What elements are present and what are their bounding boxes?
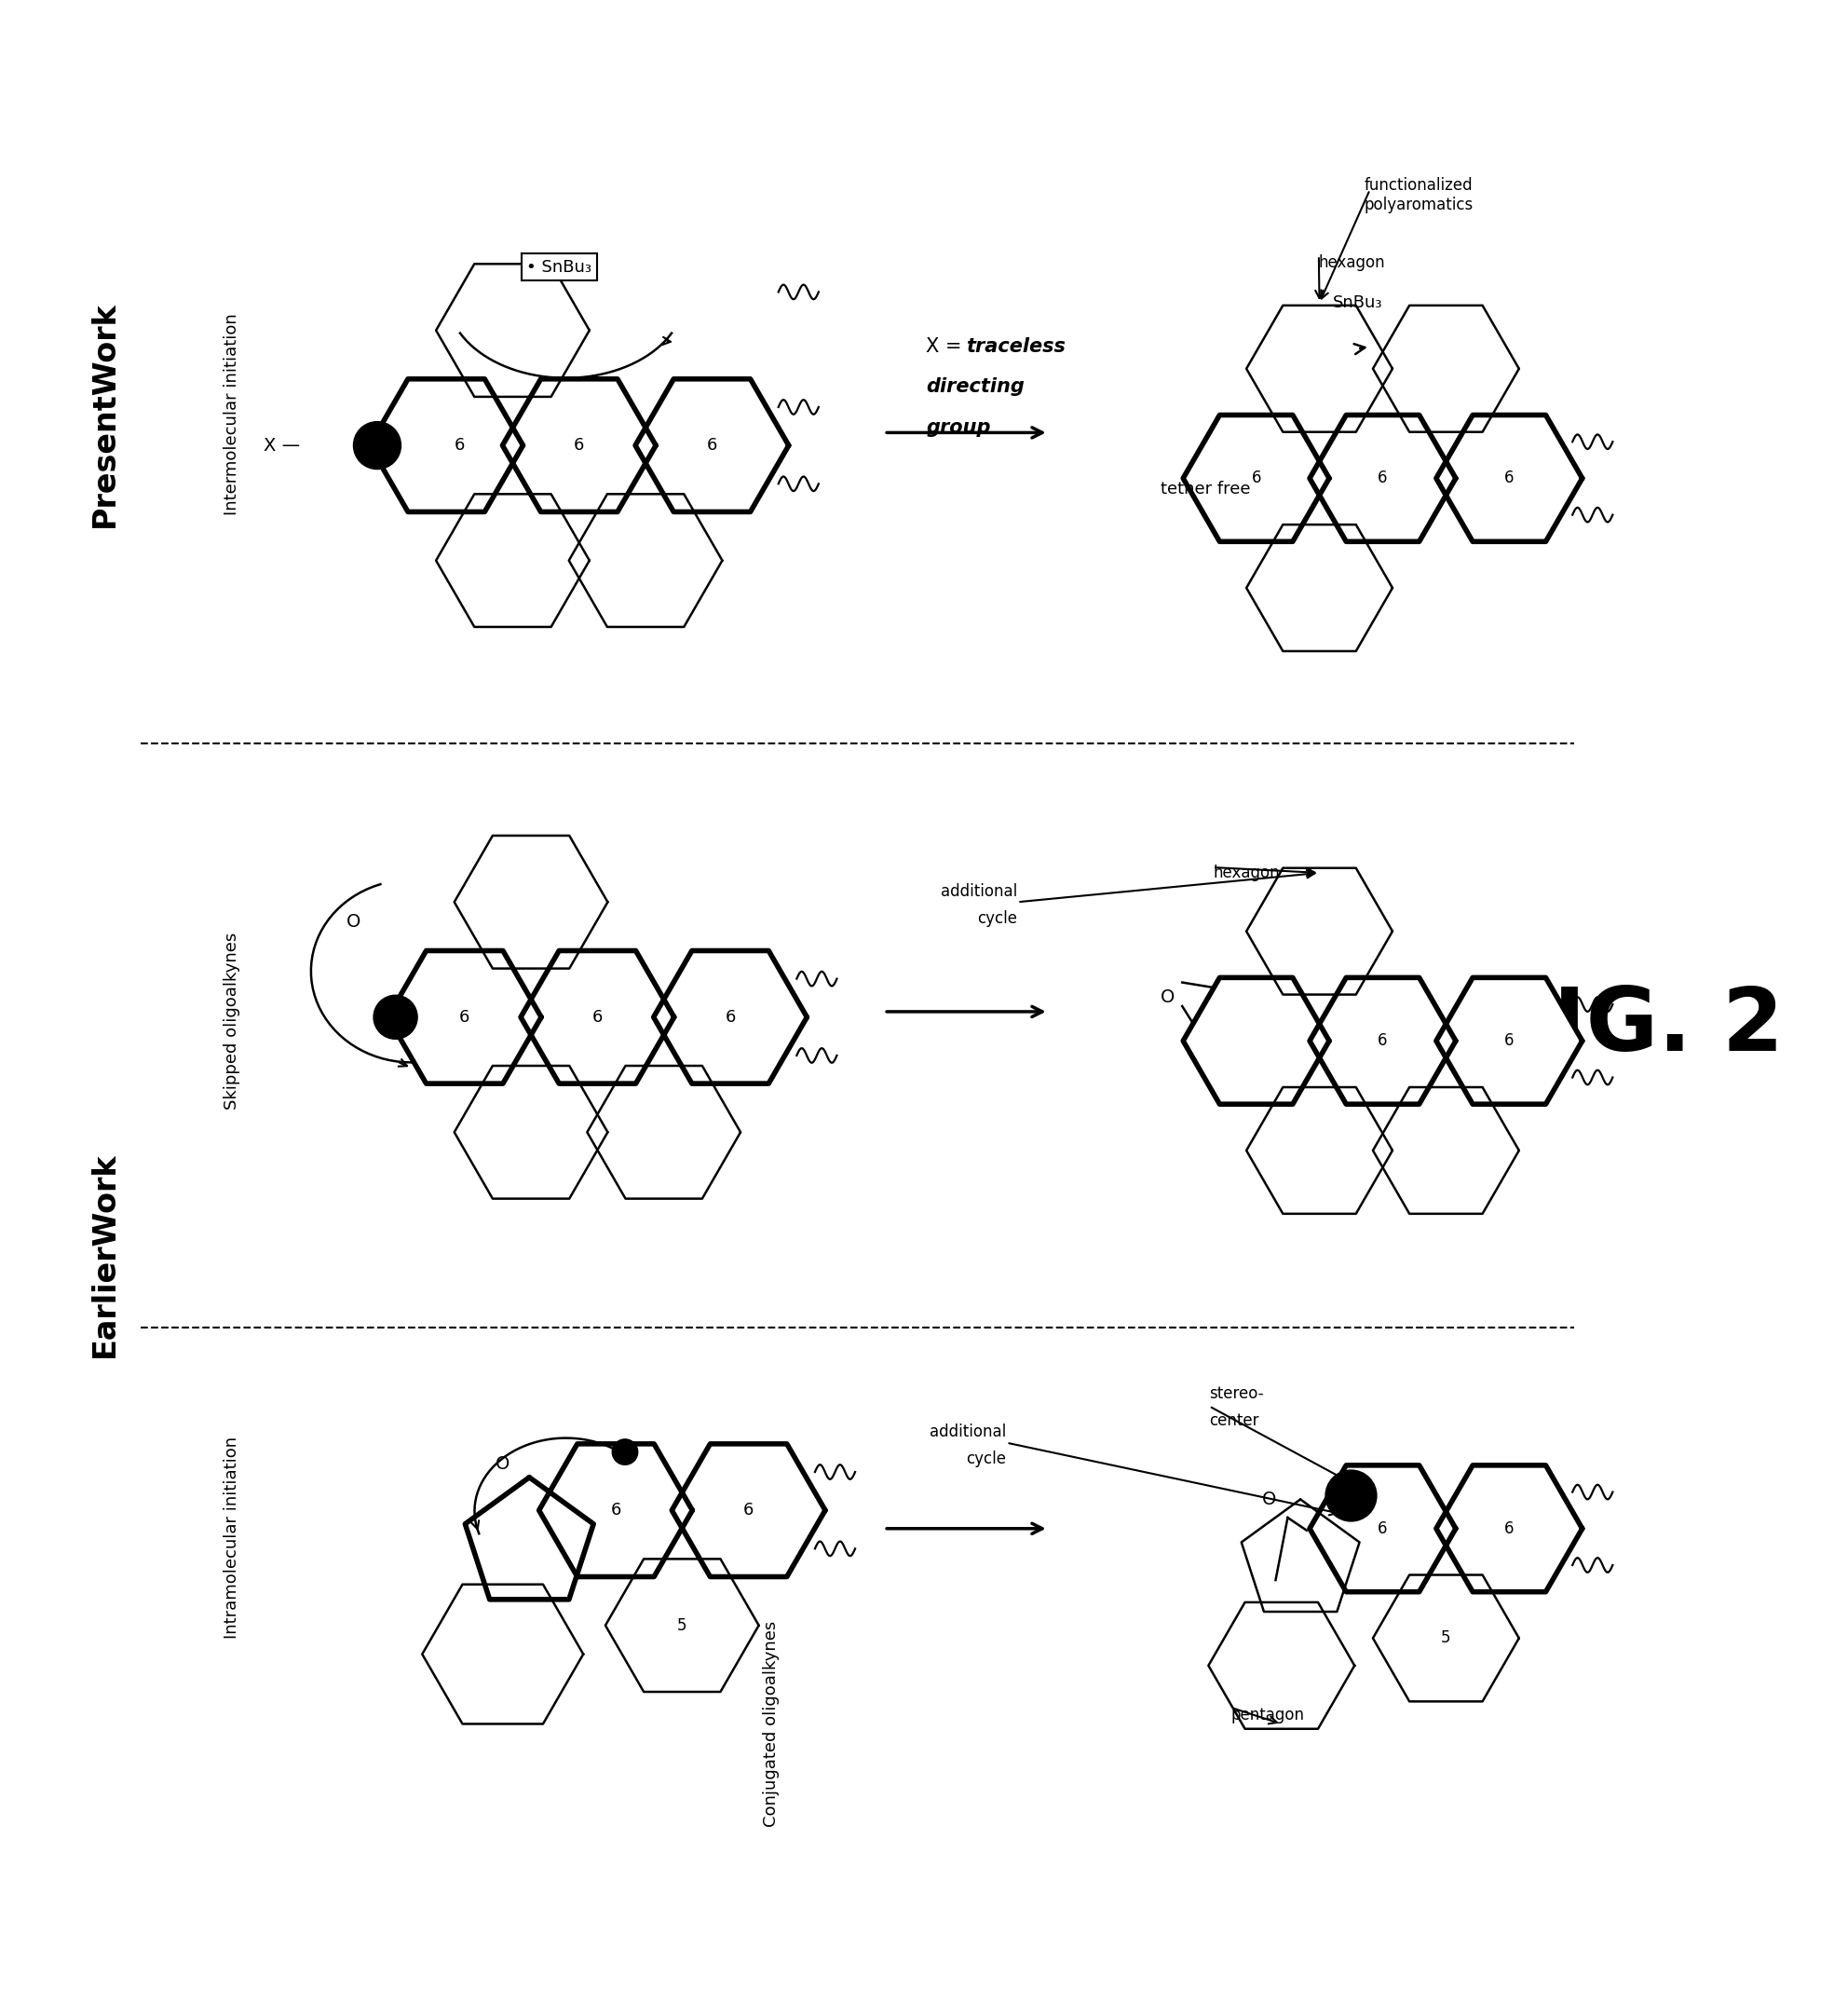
Text: Conjugated oligoalkynes: Conjugated oligoalkynes xyxy=(763,1621,779,1826)
Polygon shape xyxy=(436,494,589,627)
Polygon shape xyxy=(1183,978,1330,1105)
Text: functionalized
polyaromatics: functionalized polyaromatics xyxy=(1364,177,1475,214)
Text: 6: 6 xyxy=(1377,1520,1388,1536)
Polygon shape xyxy=(1209,1603,1355,1730)
Polygon shape xyxy=(1436,1466,1583,1593)
Text: O: O xyxy=(347,913,361,931)
Text: 6: 6 xyxy=(706,437,717,454)
Polygon shape xyxy=(1374,1574,1519,1702)
Text: group: group xyxy=(926,417,990,437)
Polygon shape xyxy=(653,952,807,1083)
Polygon shape xyxy=(1309,415,1456,542)
Circle shape xyxy=(374,996,418,1038)
Polygon shape xyxy=(1247,524,1392,651)
Text: additional: additional xyxy=(941,883,1018,899)
Polygon shape xyxy=(370,379,523,512)
Circle shape xyxy=(613,1439,638,1466)
Text: tether free: tether free xyxy=(1161,482,1251,498)
Text: 6: 6 xyxy=(724,1008,735,1026)
Circle shape xyxy=(354,421,402,470)
Text: directing: directing xyxy=(926,377,1025,397)
Text: 6: 6 xyxy=(743,1502,754,1518)
Polygon shape xyxy=(1309,978,1456,1105)
Polygon shape xyxy=(455,835,607,968)
Text: 6: 6 xyxy=(1377,470,1388,486)
Text: 6: 6 xyxy=(1377,1032,1388,1048)
Polygon shape xyxy=(422,1585,583,1724)
Text: O: O xyxy=(495,1456,510,1472)
Text: traceless: traceless xyxy=(967,337,1066,357)
Polygon shape xyxy=(1374,306,1519,431)
Text: 6: 6 xyxy=(1251,470,1262,486)
Polygon shape xyxy=(1309,1466,1456,1593)
Polygon shape xyxy=(587,1066,741,1200)
Text: center: center xyxy=(1209,1413,1258,1429)
Polygon shape xyxy=(1247,869,1392,994)
Polygon shape xyxy=(1242,1500,1359,1611)
Polygon shape xyxy=(569,494,723,627)
Polygon shape xyxy=(605,1558,759,1691)
Text: SnBu₃: SnBu₃ xyxy=(1333,294,1383,310)
Text: PresentWork: PresentWork xyxy=(90,300,119,528)
Polygon shape xyxy=(466,1478,594,1599)
Text: hexagon: hexagon xyxy=(1319,254,1385,270)
Text: X =: X = xyxy=(926,337,968,357)
Text: 5: 5 xyxy=(677,1617,688,1633)
Polygon shape xyxy=(539,1443,693,1577)
Text: additional: additional xyxy=(930,1423,1007,1439)
Polygon shape xyxy=(455,1066,607,1200)
Text: 5: 5 xyxy=(1442,1629,1451,1647)
Text: 6: 6 xyxy=(1504,1520,1515,1536)
Text: • SnBu₃: • SnBu₃ xyxy=(526,258,592,276)
Circle shape xyxy=(1326,1470,1377,1522)
Text: 6: 6 xyxy=(458,1008,470,1026)
Text: pentagon: pentagon xyxy=(1231,1706,1304,1724)
Polygon shape xyxy=(503,379,657,512)
Text: O: O xyxy=(1262,1490,1276,1508)
Text: stereo-: stereo- xyxy=(1209,1385,1264,1401)
Polygon shape xyxy=(671,1443,825,1577)
Text: cycle: cycle xyxy=(978,909,1018,927)
Polygon shape xyxy=(1247,306,1392,431)
Text: EarlierWork: EarlierWork xyxy=(90,1151,119,1357)
Text: 6: 6 xyxy=(611,1502,622,1518)
Text: 6: 6 xyxy=(1504,1032,1515,1048)
Text: hexagon: hexagon xyxy=(1212,865,1280,881)
Text: cycle: cycle xyxy=(967,1452,1007,1468)
Text: 6: 6 xyxy=(592,1008,603,1026)
Text: 6: 6 xyxy=(1504,470,1515,486)
Polygon shape xyxy=(436,264,589,397)
Polygon shape xyxy=(1374,1087,1519,1214)
Polygon shape xyxy=(1183,415,1330,542)
Text: O: O xyxy=(1161,988,1176,1006)
Text: 6: 6 xyxy=(455,437,464,454)
Text: FIG. 2: FIG. 2 xyxy=(1493,984,1784,1068)
Text: 6: 6 xyxy=(574,437,585,454)
Polygon shape xyxy=(1247,1087,1392,1214)
Text: Intramolecular initiation: Intramolecular initiation xyxy=(224,1437,240,1639)
Polygon shape xyxy=(1436,978,1583,1105)
Polygon shape xyxy=(1436,415,1583,542)
Text: Intermolecular initiation: Intermolecular initiation xyxy=(224,312,240,516)
Polygon shape xyxy=(635,379,789,512)
Text: X —: X — xyxy=(264,437,301,454)
Text: Skipped oligoalkynes: Skipped oligoalkynes xyxy=(224,931,240,1109)
Polygon shape xyxy=(521,952,675,1083)
Polygon shape xyxy=(387,952,541,1083)
